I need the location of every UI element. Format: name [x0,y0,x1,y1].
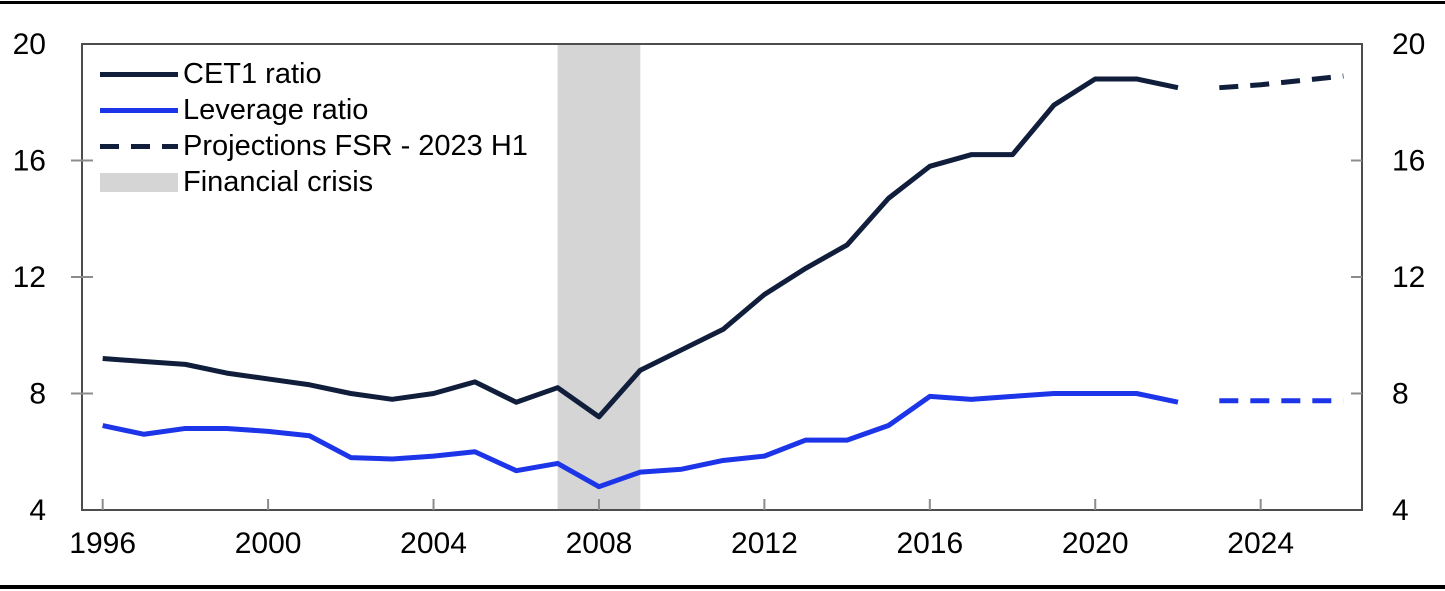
x-axis-label: 1996 [69,527,136,560]
y-axis-label-left: 4 [29,494,46,527]
x-axis-label: 2000 [235,527,302,560]
y-axis-label-right: 12 [1392,261,1425,294]
y-axis-label-left: 12 [13,261,46,294]
legend-label-projections: Projections FSR - 2023 H1 [183,130,528,162]
leverage-line [102,391,1179,490]
figure-top-rule [0,1,1445,4]
cet1-projection-line [1219,73,1344,91]
legend-label-cet1: CET1 ratio [183,58,322,90]
y-axis-label-right: 20 [1392,28,1425,61]
projection-dashed-line-swatch-icon [100,143,178,149]
legend-item-leverage: Leverage ratio [100,92,528,128]
cet1-line-swatch-icon [100,71,178,77]
y-axis-label-left: 16 [13,145,46,178]
figure-bottom-rule [0,585,1445,589]
legend-item-crisis: Financial crisis [100,164,528,200]
legend-item-cet1: CET1 ratio [100,56,528,92]
financial-crisis-band [557,44,641,510]
x-axis-label: 2004 [400,527,467,560]
y-axis-label-right: 4 [1392,494,1409,527]
y-axis-label-right: 8 [1392,378,1409,411]
financial-crisis-band-swatch-icon [100,172,178,192]
legend-label-crisis: Financial crisis [183,166,374,198]
x-axis-label: 2020 [1062,527,1129,560]
x-axis-label: 2008 [566,527,633,560]
legend-item-projections: Projections FSR - 2023 H1 [100,128,528,164]
cet1-line [102,76,1179,420]
leverage-line-swatch-icon [100,107,178,113]
y-axis-label-left: 20 [13,28,46,61]
x-axis-label: 2012 [731,527,798,560]
y-axis-label-left: 8 [29,378,46,411]
x-axis-label: 2016 [896,527,963,560]
legend-label-leverage: Leverage ratio [183,94,369,126]
y-axis-label-right: 16 [1392,145,1425,178]
chart-legend: CET1 ratio Leverage ratio Projections FS… [100,56,528,200]
x-axis-label: 2024 [1227,527,1294,560]
